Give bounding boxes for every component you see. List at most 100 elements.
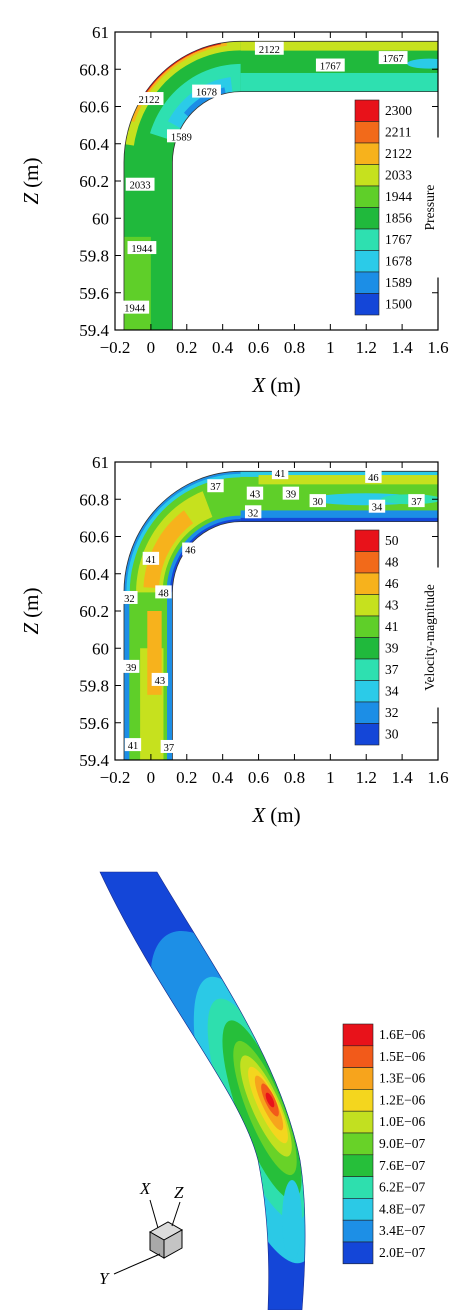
contour-label: 39 <box>286 490 297 501</box>
contour-label-bg <box>127 241 157 255</box>
x-tick-label: 1.4 <box>391 338 413 357</box>
y-tick-label: 61 <box>92 453 109 472</box>
contour-label-bg <box>151 672 169 686</box>
legend-label: 39 <box>385 641 399 656</box>
legend-swatch <box>354 142 380 165</box>
y-tick-label: 61 <box>92 23 109 42</box>
legend-swatch <box>342 1154 374 1177</box>
y-tick-label: 60.8 <box>79 490 109 509</box>
legend-label: 37 <box>385 662 399 677</box>
legend-swatch <box>342 1241 374 1265</box>
legend-label: 1.5E−06 <box>379 1049 425 1064</box>
legend-swatch <box>354 615 380 638</box>
contour-label-bg <box>122 659 140 673</box>
triad-cube-right <box>163 1229 183 1259</box>
y-tick-label: 60.6 <box>79 528 109 547</box>
legend-label: 48 <box>385 555 399 570</box>
contour-label: 1944 <box>131 244 153 255</box>
legend-label: 1.6E−06 <box>379 1027 425 1042</box>
legend-label-bg <box>382 232 422 247</box>
y-axis-label: Z (m) <box>19 587 43 634</box>
legend-swatch <box>342 1176 374 1199</box>
legend-label-bg <box>382 296 422 312</box>
y-axis-var: Z <box>19 623 43 635</box>
y-tick-label: 60 <box>92 209 109 228</box>
legend-swatch <box>354 271 380 294</box>
legend-label: 50 <box>385 533 399 548</box>
contour-label: 32 <box>124 594 135 605</box>
legend-label-bg <box>382 554 422 570</box>
legend-label: 41 <box>385 619 399 634</box>
legend-label: 1500 <box>385 297 412 312</box>
contour-label-bg <box>160 739 178 753</box>
legend-label: 9.0E−07 <box>379 1136 425 1151</box>
x-tick-label: 1.2 <box>356 768 377 787</box>
contour-label: 1589 <box>171 132 192 143</box>
legend-swatch <box>354 572 380 595</box>
y-axis-label: Z (m) <box>19 157 43 204</box>
y-tick-label: 60.6 <box>79 98 109 117</box>
x-tick-label: 1.4 <box>391 768 413 787</box>
legend-label: 2300 <box>385 103 412 118</box>
legend-label-bg <box>382 683 422 699</box>
contour-label-bg <box>142 551 160 565</box>
legend-swatch <box>354 250 380 273</box>
contour-label: 37 <box>210 482 221 493</box>
legend-label-bg <box>382 253 422 269</box>
legend-swatch <box>342 1219 374 1243</box>
legend-label-bg <box>382 146 422 161</box>
contour-label-bg <box>246 486 264 500</box>
y-tick-label: 59.8 <box>79 677 109 696</box>
contour-band <box>265 1092 275 1108</box>
legend-swatch <box>354 658 380 681</box>
legend-label: 46 <box>385 576 399 591</box>
contour-label-bg <box>125 177 155 191</box>
contour-band <box>282 1180 302 1260</box>
y-tick-label: 60.4 <box>79 565 109 584</box>
contour-label-bg <box>309 494 326 508</box>
legend-label-bg <box>382 619 422 634</box>
x-tick-label: 0.4 <box>212 768 234 787</box>
band <box>240 41 438 51</box>
velocity-contour-chart: 41 46 37 43 39 30 34 37 32 46 41 48 32 39 43 41 37 −0.2 0 0… <box>19 453 449 827</box>
x-axis-var: X <box>251 803 266 827</box>
contour-label: 2122 <box>259 45 280 56</box>
y-axis-var: Z <box>19 193 43 205</box>
triad-y-axis <box>113 1253 161 1275</box>
legend-label: 1.3E−06 <box>379 1071 425 1086</box>
contour-label: 48 <box>158 588 169 599</box>
band <box>240 471 438 477</box>
contour-label: 46 <box>185 546 196 557</box>
contour-label-bg <box>368 499 386 513</box>
contour-label-bg <box>134 92 164 106</box>
legend-label-bg <box>382 597 422 613</box>
contour-label-bg <box>282 486 300 500</box>
x-axis-label: X (m) <box>251 803 300 827</box>
legend-label: 32 <box>385 705 399 720</box>
legend-swatch <box>342 1023 374 1047</box>
contour-label: 1944 <box>124 304 146 315</box>
contour-label: 39 <box>126 663 137 674</box>
legend-label: 6.2E−07 <box>379 1180 425 1195</box>
y-tick-label: 60 <box>92 639 109 658</box>
band <box>240 510 438 522</box>
contour-label: 37 <box>164 743 175 754</box>
contour-label: 30 <box>313 497 324 508</box>
legend-label-bg <box>382 662 422 677</box>
triad-z-axis <box>171 1201 181 1227</box>
y-tick-label: 59.4 <box>79 751 109 770</box>
legend-swatch <box>342 1198 374 1221</box>
legend-title: Velocity-magnitude <box>422 584 437 690</box>
legend-swatch <box>354 637 380 660</box>
legend-label: 2122 <box>385 146 412 161</box>
legend-swatch <box>354 701 380 724</box>
legend-label: 2.0E−07 <box>379 1245 425 1260</box>
legend-label-bg <box>382 124 422 140</box>
x-tick-label: 0.8 <box>284 768 305 787</box>
band <box>240 517 438 522</box>
legend-swatch <box>354 99 380 122</box>
triad-x-label: X <box>139 1179 151 1198</box>
band <box>123 592 130 760</box>
contour-label-bg <box>121 590 138 604</box>
x-tick-label: −0.2 <box>100 768 131 787</box>
